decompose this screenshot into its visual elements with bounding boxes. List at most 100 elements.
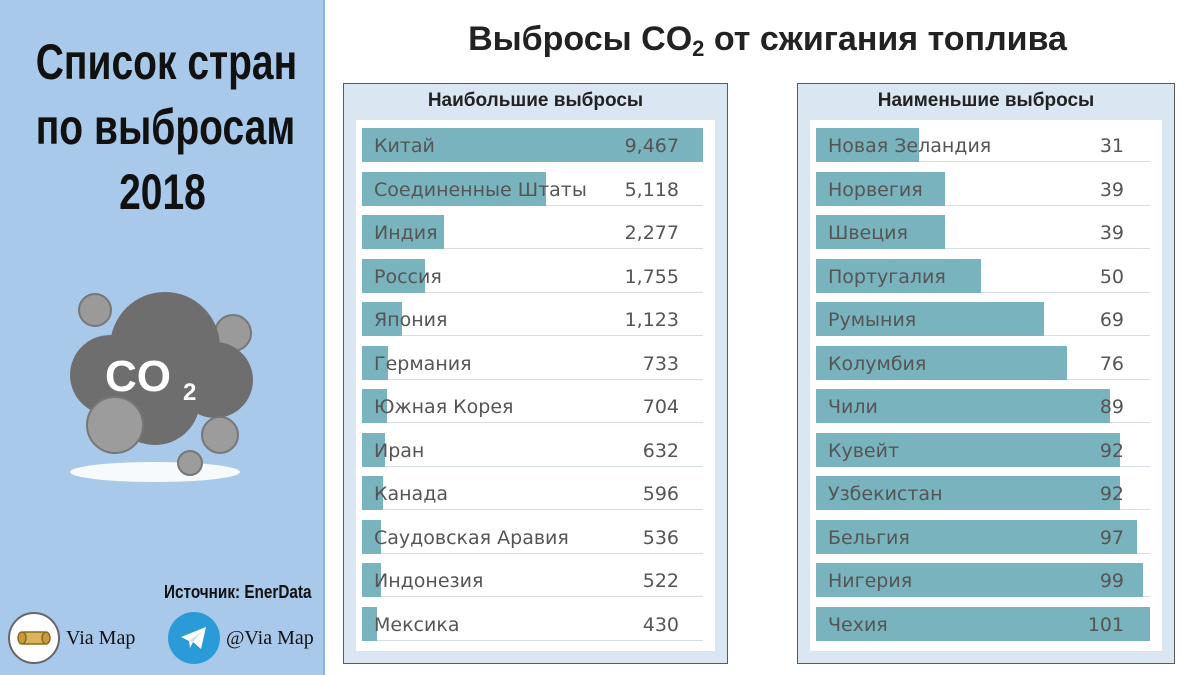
bar-value-label: 632 xyxy=(642,439,679,462)
bar-category-label: Португалия xyxy=(828,265,946,288)
bar-category-label: Новая Зеландия xyxy=(828,135,992,157)
bar-value-label: 69 xyxy=(1099,309,1124,331)
bar-category-label: Швеция xyxy=(828,222,908,244)
bar-value-label: 704 xyxy=(642,396,679,418)
page-title-prefix: Выбросы CO xyxy=(468,20,693,58)
bar-value-label: 536 xyxy=(642,526,679,549)
bar-category-label: Соединенные Штаты xyxy=(374,178,587,201)
bar-row: Норвегия 39 xyxy=(816,171,1150,206)
bar-category-label: Иран xyxy=(374,439,425,462)
bar-value-label: 1,123 xyxy=(624,309,679,331)
bar-category-label: Индия xyxy=(374,222,438,244)
bar-category-label: Чехия xyxy=(828,613,888,636)
bar xyxy=(362,606,378,641)
bar-row: Чехия 101 xyxy=(816,606,1150,641)
bar-row: Канада 596 xyxy=(362,476,703,510)
bar-row: Россия 1,755 xyxy=(362,258,703,293)
bar-row: Мексика 430 xyxy=(362,606,703,641)
bar xyxy=(362,432,385,467)
bar-category-label: Япония xyxy=(374,309,448,331)
bar xyxy=(816,258,982,293)
bar-row: Индия 2,277 xyxy=(362,215,703,249)
bar-row: Соединенные Штаты 5,118 xyxy=(362,171,703,206)
bar-category-label: Германия xyxy=(374,352,472,375)
bar xyxy=(816,128,919,162)
bar-category-label: Саудовская Аравия xyxy=(374,526,569,549)
bar-value-label: 101 xyxy=(1087,613,1124,636)
bar xyxy=(816,432,1121,467)
chart-title-highest: Наибольшие выбросы xyxy=(427,90,644,111)
page-title: Выбросы CO2 от сжигания топлива xyxy=(360,20,1175,62)
brand-via-map[interactable]: Via Map xyxy=(8,612,135,664)
bar xyxy=(816,563,1144,597)
bar-value-label: 1,755 xyxy=(624,265,679,288)
bar-row: Новая Зеландия 31 xyxy=(816,128,1150,162)
bar xyxy=(816,606,1150,641)
bar-row: Узбекистан 92 xyxy=(816,476,1150,510)
bar xyxy=(816,171,945,206)
bar-value-label: 92 xyxy=(1099,483,1124,505)
bar-category-label: Бельгия xyxy=(828,526,910,549)
bar-value-label: 99 xyxy=(1099,570,1124,592)
bar-value-label: 97 xyxy=(1099,526,1124,549)
bar-value-label: 5,118 xyxy=(624,178,679,201)
bar-row: Индонезия 522 xyxy=(362,563,703,597)
bar xyxy=(362,563,381,597)
bar-value-label: 92 xyxy=(1099,439,1124,462)
bar xyxy=(362,519,382,554)
chart-area-lowest: Новая Зеландия 31 Норвегия 39 Швеция 39 Португ… xyxy=(810,120,1162,651)
co2-illustration-text: CO xyxy=(105,352,171,401)
bar-row: Колумбия 76 xyxy=(816,345,1150,380)
bar xyxy=(362,215,445,249)
chart-area-highest: Китай 9,467 Соединенные Штаты 5,118 Индия 2,2… xyxy=(356,120,715,651)
bar xyxy=(816,215,945,249)
bar xyxy=(816,345,1068,380)
bar-category-label: Колумбия xyxy=(828,352,927,375)
sidebar-title-line-2: по выбросам xyxy=(35,99,296,155)
bar-value-label: 50 xyxy=(1099,265,1124,288)
bar-row: Бельгия 97 xyxy=(816,519,1150,554)
brand-left-label: Via Map xyxy=(66,626,136,649)
bar-value-label: 89 xyxy=(1099,396,1124,418)
sidebar-title: Список стран по выбросам 2018 xyxy=(35,30,298,225)
bar-category-label: Индонезия xyxy=(374,570,484,592)
bar-category-label: Канада xyxy=(374,483,448,505)
bar-category-label: Южная Корея xyxy=(374,396,514,418)
bar xyxy=(816,519,1137,554)
telegram-icon xyxy=(168,612,220,664)
bar-row: Португалия 50 xyxy=(816,258,1150,293)
brand-telegram[interactable]: @Via Map xyxy=(168,612,314,664)
bar-value-label: 733 xyxy=(642,352,679,375)
bar-row: Япония 1,123 xyxy=(362,302,703,336)
source-label: Источник: EnerData xyxy=(163,582,311,602)
bar xyxy=(816,302,1045,336)
bar xyxy=(362,345,389,380)
sidebar-title-line-1: Список стран xyxy=(35,34,298,90)
bar-value-label: 76 xyxy=(1099,352,1124,375)
bar-value-label: 2,277 xyxy=(624,222,679,244)
bar-value-label: 31 xyxy=(1099,135,1124,157)
bar-row: Китай 9,467 xyxy=(362,128,703,162)
bar-row: Саудовская Аравия 536 xyxy=(362,519,703,554)
bar-value-label: 522 xyxy=(642,570,679,592)
scroll-icon xyxy=(8,612,60,664)
bar-row: Южная Корея 704 xyxy=(362,389,703,423)
co2-cloud-illustration: CO 2 xyxy=(70,292,253,482)
bar-row: Нигерия 99 xyxy=(816,563,1150,597)
bar-value-label: 39 xyxy=(1099,178,1124,201)
bar-category-label: Узбекистан xyxy=(828,483,943,505)
bar xyxy=(362,302,403,336)
sidebar-title-line-3: 2018 xyxy=(119,164,206,220)
page-title-subscript: 2 xyxy=(692,36,705,61)
bar-category-label: Норвегия xyxy=(828,178,923,201)
sidebar: Список стран по выбросам 2018 CO 2 Источ… xyxy=(0,0,325,675)
bar xyxy=(362,476,384,510)
bar-category-label: Кувейт xyxy=(828,439,900,462)
bar-value-label: 596 xyxy=(642,483,679,505)
bar-value-label: 9,467 xyxy=(624,135,679,157)
bar-row: Чили 89 xyxy=(816,389,1150,423)
bar-row: Германия 733 xyxy=(362,345,703,380)
bar xyxy=(362,389,388,423)
bar xyxy=(816,476,1121,510)
chart-panel-highest: Наибольшие выбросы Китай 9,467 Соединенные… xyxy=(343,83,728,664)
